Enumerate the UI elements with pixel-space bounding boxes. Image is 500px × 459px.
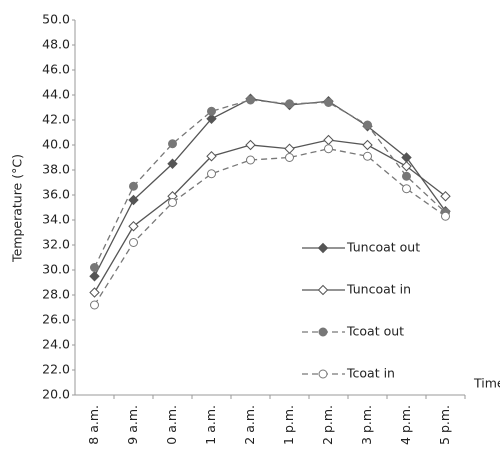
data-point [285,153,294,162]
data-point [324,144,333,154]
data-point [246,155,255,165]
data-point [245,139,256,151]
x-axis-label: Time [473,376,500,391]
y-tick-label: 22.0 [42,362,70,377]
data-point [206,113,217,124]
legend-label: Tuncoat in [346,282,411,297]
legend-label: Tcoat out [346,324,404,339]
y-tick-label: 42.0 [42,112,70,127]
legend-marker [317,242,329,254]
data-point [246,95,255,105]
legend-label: Tuncoat out [346,240,420,255]
y-tick-label: 24.0 [42,337,70,352]
y-axis-label: Temperature (°C) [10,154,25,263]
legend-marker [318,327,328,337]
data-point [441,211,450,221]
y-tick-label: 32.0 [42,237,70,252]
data-point [363,120,372,130]
data-point [362,139,373,151]
data-point [284,143,295,154]
y-tick-label: 50.0 [42,12,70,27]
data-point [89,271,100,282]
data-point [128,221,139,232]
x-tick-label: 8 a.m. [86,405,101,445]
x-tick-label: 0 a.m. [164,405,179,445]
y-tick-label: 36.0 [42,187,70,202]
x-tick-label: 9 a.m. [125,405,140,445]
legend-label: Tcoat in [346,366,395,381]
data-point [402,171,411,181]
y-tick-label: 26.0 [42,312,70,327]
data-point [128,194,139,206]
data-point [402,184,411,194]
data-point [168,198,177,207]
data-point [401,161,412,172]
data-point [207,169,216,179]
y-tick-label: 48.0 [42,37,70,52]
x-tick-label: 2 p.m. [320,405,335,445]
data-point [206,151,217,162]
data-point [440,191,451,202]
series-line [93,139,446,293]
y-tick-label: 46.0 [42,62,70,77]
series-line [93,148,446,306]
x-tick-label: 1 p.m. [281,405,296,445]
y-tick-label: 38.0 [42,162,70,177]
y-tick-label: 30.0 [42,262,70,277]
y-tick-label: 40.0 [42,137,70,152]
x-tick-label: 4 p.m. [398,405,413,445]
x-tick-label: 1 a.m. [203,405,218,445]
data-point [90,300,99,310]
data-point [89,287,100,298]
data-point [285,99,294,109]
x-tick-label: 2 a.m. [242,405,257,445]
data-point [129,238,138,247]
data-point [207,106,216,116]
data-point [363,151,372,161]
data-point [129,181,138,191]
data-point [168,139,177,149]
series-line [93,99,446,268]
legend-marker [317,284,329,296]
x-tick-label: 3 p.m. [359,405,374,445]
data-point [323,134,334,146]
y-tick-label: 20.0 [42,387,70,402]
legend-marker [318,369,328,379]
x-tick-label: 5 p.m. [437,405,452,445]
data-point [167,158,178,169]
y-tick-label: 28.0 [42,287,70,302]
y-tick-label: 44.0 [42,87,70,102]
data-point [324,98,333,107]
y-tick-label: 34.0 [42,212,70,227]
series-line [93,98,447,277]
data-point [90,263,99,272]
